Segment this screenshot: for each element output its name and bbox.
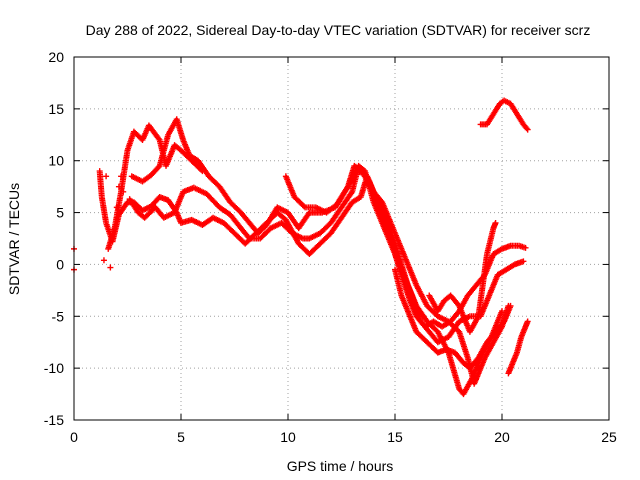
- data-point: [118, 173, 125, 180]
- series-track-4: [128, 116, 512, 387]
- data-point: [115, 183, 122, 190]
- data-point: [120, 188, 127, 195]
- data-point: [245, 234, 252, 241]
- x-ticks: 0 5 10 15 20 25: [70, 57, 617, 445]
- data-point: [300, 203, 307, 210]
- y-ticks: -15 -10 -5 0 5 10 15 20: [44, 49, 609, 428]
- data-point: [524, 126, 531, 133]
- x-tick-label: 15: [387, 429, 403, 445]
- data-point: [523, 125, 530, 132]
- data-point: [100, 257, 107, 264]
- data-point: [522, 244, 529, 251]
- series-track-8: [477, 97, 531, 133]
- series-track-6: [426, 219, 499, 335]
- x-axis-label: GPS time / hours: [287, 458, 394, 474]
- data-point: [492, 219, 499, 226]
- x-tick-label: 10: [280, 429, 296, 445]
- grid: [74, 57, 609, 420]
- data-point: [103, 173, 110, 180]
- y-tick-label: 15: [48, 101, 64, 117]
- data-point: [107, 264, 114, 271]
- y-tick-label: -10: [44, 360, 64, 376]
- chart-title: Day 288 of 2022, Sidereal Day-to-day VTE…: [86, 22, 591, 38]
- data-point: [113, 204, 120, 211]
- y-tick-label: 0: [56, 256, 64, 272]
- data-point: [111, 225, 118, 232]
- plot-frame: [73, 56, 610, 421]
- data-point: [520, 258, 527, 265]
- x-tick-label: 0: [70, 429, 78, 445]
- series-track-9: [505, 318, 531, 377]
- y-axis-label: SDTVAR / TECUs: [6, 183, 22, 295]
- x-tick-label: 25: [601, 429, 617, 445]
- series-track-7: [392, 266, 514, 372]
- y-tick-label: 20: [48, 49, 64, 65]
- data-marks: [71, 97, 531, 398]
- y-tick-label: 5: [56, 205, 64, 221]
- series-track-5: [282, 162, 529, 330]
- x-tick-label: 20: [494, 429, 510, 445]
- y-tick-label: -15: [44, 412, 64, 428]
- data-point: [507, 302, 514, 309]
- data-point: [524, 318, 531, 325]
- x-tick-label: 5: [177, 429, 185, 445]
- y-tick-label: -5: [52, 308, 65, 324]
- y-tick-label: 10: [48, 153, 64, 169]
